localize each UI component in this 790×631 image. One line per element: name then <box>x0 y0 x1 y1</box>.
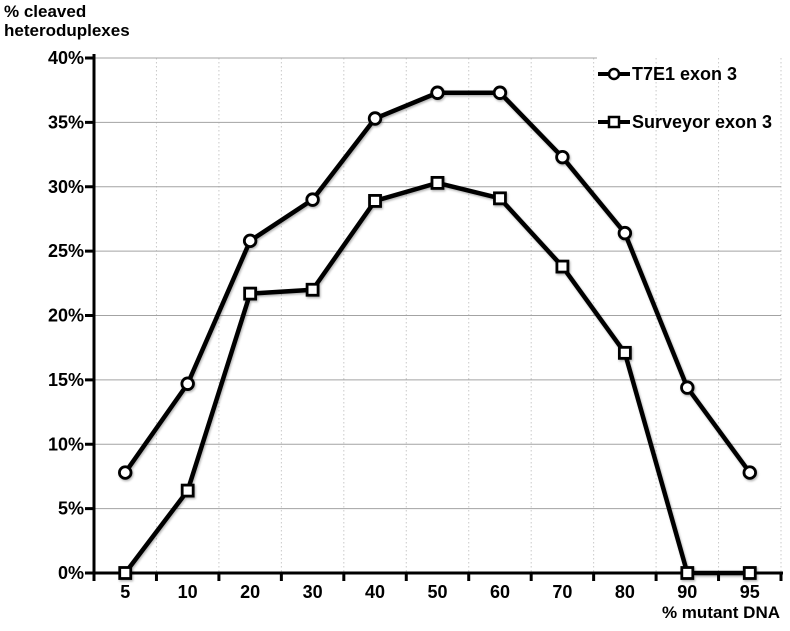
y-tick-label: 0% <box>58 563 84 583</box>
x-tick-label: 10 <box>178 582 198 602</box>
x-tick-label: 95 <box>740 582 760 602</box>
data-point-square <box>243 286 258 301</box>
data-point-circle <box>430 85 445 100</box>
y-axis-title: % cleaved heteroduplexes <box>4 2 130 40</box>
x-tick-label: 40 <box>365 582 385 602</box>
data-point-square <box>493 191 507 206</box>
axes <box>85 54 783 581</box>
x-tick-label: 20 <box>240 582 260 602</box>
y-tick-label: 40% <box>48 48 84 68</box>
x-tick-label: 70 <box>552 582 572 602</box>
series-surveyor <box>118 175 757 580</box>
chart-legend: T7E1 exon 3 Surveyor exon 3 <box>598 62 772 134</box>
legend-item-surveyor: Surveyor exon 3 <box>598 110 772 134</box>
data-point-circle <box>617 225 633 241</box>
x-tick-label: 80 <box>615 582 635 602</box>
y-tick-label: 35% <box>48 112 84 132</box>
x-tick-label: 30 <box>303 582 323 602</box>
data-point-square <box>742 566 757 580</box>
x-tick-label: 60 <box>490 582 510 602</box>
data-point-square <box>617 345 632 360</box>
data-point-circle <box>180 376 195 391</box>
data-point-circle <box>118 465 133 480</box>
series-t7e1 <box>118 85 757 480</box>
data-point-circle <box>555 149 570 165</box>
legend-item-t7e1: T7E1 exon 3 <box>598 62 772 86</box>
data-point-square <box>305 282 320 297</box>
x-tick-label: 50 <box>427 582 447 602</box>
x-tick-label: 90 <box>677 582 697 602</box>
x-tick-label: 5 <box>120 582 130 602</box>
legend-label: T7E1 exon 3 <box>632 63 738 84</box>
data-point-circle <box>680 380 695 395</box>
square-marker-icon <box>598 115 630 129</box>
y-axis-title-line2: heteroduplexes <box>4 21 130 40</box>
data-point-square <box>118 566 133 580</box>
data-point-circle <box>492 85 508 100</box>
y-tick-label: 5% <box>58 499 84 519</box>
y-tick-label: 15% <box>48 370 84 390</box>
data-point-circle <box>242 233 258 249</box>
y-tick-label: 25% <box>48 241 84 261</box>
data-point-circle <box>305 192 320 207</box>
legend-label: Surveyor exon 3 <box>632 111 773 132</box>
y-tick-labels: 0% 5% 10% 15% 20% 25% 30% 35% 40% <box>48 48 84 583</box>
data-point-circle <box>742 465 757 480</box>
x-tick-labels: 5 10 20 30 40 50 60 70 80 90 95 <box>120 582 760 602</box>
x-axis-title: % mutant DNA <box>661 603 780 622</box>
circle-marker-icon <box>598 67 630 81</box>
y-axis-title-line1: % cleaved <box>4 2 87 21</box>
data-point-square <box>368 194 382 208</box>
data-point-square <box>430 175 445 190</box>
y-tick-label: 10% <box>48 434 84 454</box>
data-point-square <box>680 566 695 580</box>
y-tick-label: 30% <box>48 177 84 197</box>
data-point-square <box>555 259 570 274</box>
data-point-circle <box>367 111 383 126</box>
data-point-square <box>180 483 195 498</box>
y-tick-label: 20% <box>48 306 84 326</box>
